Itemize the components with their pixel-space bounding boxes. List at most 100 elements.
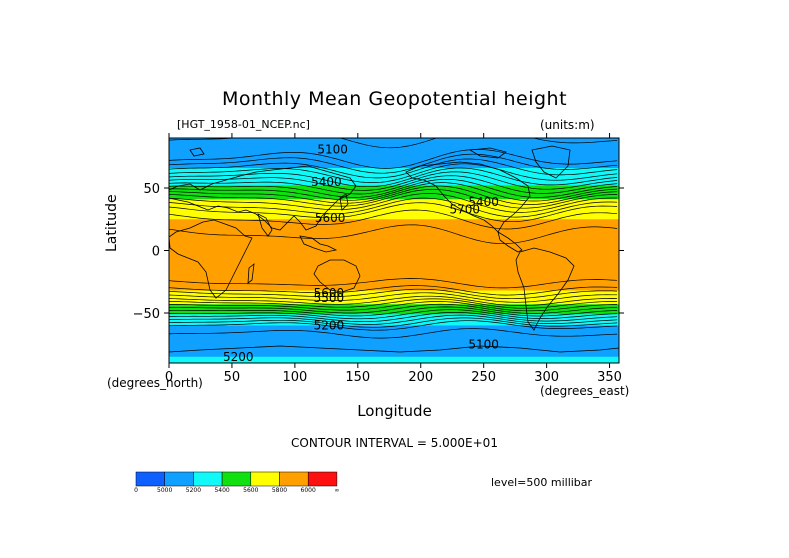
- x-tick-label: 300: [534, 370, 559, 385]
- band-strip: [169, 333, 619, 335]
- band-strip: [169, 339, 619, 342]
- band-strip: [169, 205, 619, 208]
- contour-line: [169, 301, 618, 312]
- contour-line: [169, 158, 618, 179]
- band-strip: [169, 284, 619, 287]
- contour-line: [169, 149, 618, 169]
- band-strip: [169, 279, 619, 282]
- band-strip: [169, 298, 619, 300]
- continent-australia: [313, 259, 361, 293]
- band-strip: [169, 335, 619, 338]
- band-strip: [169, 171, 619, 174]
- band-strip: [169, 195, 619, 198]
- band-strip: [169, 160, 619, 163]
- colorbar-swatch: [221, 471, 252, 487]
- band-strip: [169, 296, 619, 299]
- band-strip: [169, 283, 619, 285]
- band-strip: [169, 271, 619, 274]
- contour-line: [169, 317, 618, 328]
- band-strip: [169, 323, 619, 325]
- band-strip: [169, 308, 619, 310]
- band-strip: [169, 344, 619, 347]
- band-strip: [169, 336, 619, 339]
- band-strip: [169, 204, 619, 207]
- band-strip: [169, 275, 619, 278]
- band-strip: [169, 266, 619, 269]
- band-strip: [169, 286, 619, 289]
- band-strip: [169, 355, 619, 358]
- band-strip: [169, 265, 619, 268]
- colorbar-label: 5000: [157, 487, 172, 494]
- band-strip: [169, 246, 619, 249]
- band-strip: [169, 359, 619, 362]
- x-tick-label: 100: [282, 370, 307, 385]
- band-strip: [169, 231, 619, 234]
- band-strip: [169, 356, 619, 359]
- band-strip: [169, 361, 619, 363]
- islands-indonesia: [299, 235, 338, 253]
- band-strip: [169, 309, 619, 312]
- band-strip: [169, 299, 619, 302]
- band-strip: [169, 224, 619, 227]
- band-strip: [169, 280, 619, 283]
- band-strip: [169, 325, 619, 328]
- band-strip: [169, 229, 619, 232]
- colorbar-label: 5600: [243, 487, 258, 494]
- band-strip: [169, 223, 619, 225]
- band-strip: [169, 319, 619, 322]
- contour-interval: CONTOUR INTERVAL = 5.000E+01: [291, 436, 498, 450]
- contour-label: 5200: [223, 350, 254, 364]
- y-tick-label: 0: [152, 245, 160, 260]
- band-strip: [169, 168, 619, 170]
- continent-south-america: [515, 247, 575, 331]
- band-strip: [169, 260, 619, 263]
- contour-line: [169, 306, 618, 317]
- band-strip: [169, 145, 619, 148]
- band-strip: [169, 293, 619, 295]
- y-tick-label: −50: [133, 307, 160, 322]
- band-strip: [169, 360, 619, 363]
- contour-line: [169, 209, 618, 230]
- band-strip: [169, 295, 619, 298]
- contour-line: [169, 189, 618, 209]
- file-label: [HGT_1958-01_NCEP.nc]: [177, 118, 310, 131]
- band-strip: [169, 330, 619, 333]
- band-strip: [169, 199, 619, 202]
- band-strip: [169, 218, 619, 220]
- band-strip: [169, 353, 619, 355]
- band-strip: [169, 256, 619, 259]
- continent-outlines: [169, 145, 619, 353]
- band-strip: [169, 235, 619, 238]
- band-strip: [169, 193, 619, 195]
- band-strip: [169, 273, 619, 275]
- contour-lines: [169, 138, 618, 339]
- colorbar-label: ∞: [334, 487, 339, 494]
- band-strip: [169, 149, 619, 152]
- band-strip: [169, 303, 619, 305]
- contour-line: [169, 224, 618, 245]
- island-greenland: [531, 145, 571, 179]
- band-strip: [169, 151, 619, 154]
- band-strip: [169, 310, 619, 313]
- band-strip: [169, 321, 619, 324]
- band-strip: [169, 200, 619, 203]
- band-strip: [169, 281, 619, 284]
- band-strip: [169, 190, 619, 193]
- band-strip: [169, 249, 619, 252]
- contour-line: [169, 202, 618, 223]
- contour-line: [169, 197, 618, 218]
- band-strip: [169, 159, 619, 162]
- contour-label: 5500: [314, 291, 345, 305]
- band-strip: [169, 250, 619, 253]
- band-strip: [169, 161, 619, 164]
- band-strip: [169, 311, 619, 314]
- band-strip: [169, 288, 619, 290]
- x-tick-label: 50: [224, 370, 241, 385]
- band-strip: [169, 343, 619, 345]
- band-strip: [169, 314, 619, 317]
- colorbar-swatch: [135, 471, 165, 487]
- band-strip: [169, 248, 619, 250]
- colorbar-swatch: [193, 471, 223, 487]
